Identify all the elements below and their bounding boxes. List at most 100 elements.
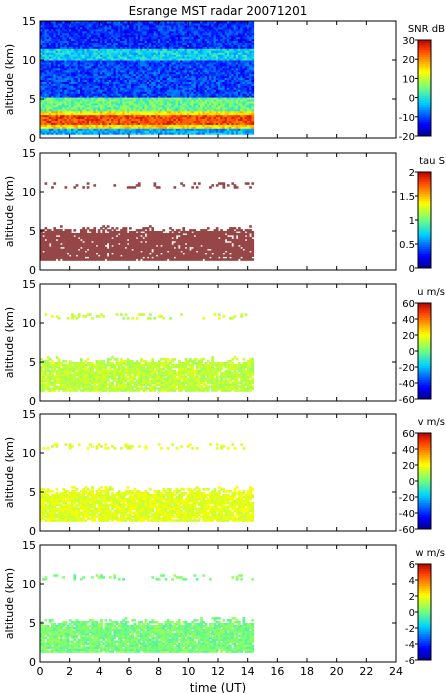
heatmap-cell xyxy=(109,112,112,116)
heatmap-cell xyxy=(135,104,139,108)
heatmap-cell xyxy=(229,81,232,84)
heatmap-cell xyxy=(142,126,146,129)
heatmap-cell xyxy=(117,44,121,47)
heatmap-cell xyxy=(146,116,150,119)
heatmap-cell xyxy=(135,108,139,112)
heatmap-cell xyxy=(222,106,226,110)
heatmap-cell xyxy=(106,101,110,104)
heatmap-cell xyxy=(42,126,45,129)
heatmap-cell xyxy=(191,99,194,102)
heatmap-cell xyxy=(222,24,226,28)
heatmap-cell xyxy=(200,83,203,86)
heatmap-cell xyxy=(133,42,137,45)
heatmap-cell xyxy=(149,85,152,88)
heatmap-cell xyxy=(124,52,128,55)
heatmap-cell xyxy=(175,50,179,53)
heatmap-cell xyxy=(44,97,48,100)
heatmap-cell xyxy=(135,122,139,125)
heatmap-cell xyxy=(48,23,52,26)
heatmap-cell xyxy=(204,69,208,73)
heatmap-cell xyxy=(226,83,230,86)
heatmap-cell xyxy=(77,91,81,94)
heatmap-cell xyxy=(55,128,59,131)
heatmap-cell xyxy=(166,48,170,51)
heatmap-cell xyxy=(97,63,101,67)
heatmap-cell xyxy=(140,48,143,51)
heatmap-cell xyxy=(220,114,223,118)
heatmap-cell xyxy=(140,44,143,47)
heatmap-cell xyxy=(213,128,217,131)
heatmap-cell xyxy=(224,24,228,28)
heatmap-cell xyxy=(178,91,181,94)
heatmap-cell xyxy=(42,116,45,119)
heatmap-cell xyxy=(48,93,52,96)
heatmap-cell xyxy=(198,81,201,84)
heatmap-cell xyxy=(77,36,81,40)
heatmap-cell xyxy=(198,54,201,57)
heatmap-cell xyxy=(189,58,192,61)
heatmap-cell xyxy=(71,48,74,51)
heatmap-cell xyxy=(211,130,214,133)
heatmap-cell xyxy=(68,34,72,38)
heatmap-cell xyxy=(109,89,112,92)
heatmap-cell xyxy=(86,99,90,102)
heatmap-cell xyxy=(46,24,50,28)
heatmap-cell xyxy=(229,54,232,57)
heatmap-cell xyxy=(224,77,228,80)
heatmap-cell xyxy=(42,71,45,75)
heatmap-cell xyxy=(171,48,174,51)
heatmap-cell xyxy=(82,85,85,88)
heatmap-cell xyxy=(218,48,221,51)
heatmap-cell xyxy=(171,93,174,96)
heatmap-cell xyxy=(126,124,130,127)
heatmap-cell xyxy=(140,77,143,80)
heatmap-cell xyxy=(126,95,130,98)
heatmap-cell xyxy=(55,23,59,26)
heatmap-cell xyxy=(51,126,54,129)
heatmap-cell xyxy=(100,77,103,80)
heatmap-cell xyxy=(142,50,146,53)
heatmap-cell xyxy=(44,60,48,63)
heatmap-cell xyxy=(209,52,212,55)
heatmap-cell xyxy=(140,67,143,71)
heatmap-cell xyxy=(226,44,230,47)
heatmap-cell xyxy=(133,67,137,71)
heatmap-cell xyxy=(211,23,214,26)
heatmap-cell xyxy=(182,118,186,121)
heatmap-cell xyxy=(73,130,77,133)
heatmap-cell xyxy=(60,89,63,92)
heatmap-cell xyxy=(229,93,232,96)
heatmap-cell xyxy=(75,73,79,77)
heatmap-cell xyxy=(40,110,43,114)
heatmap-cell xyxy=(66,56,70,59)
heatmap-cell xyxy=(213,110,217,114)
heatmap-cell xyxy=(97,24,101,28)
heatmap-cell xyxy=(104,48,108,51)
heatmap-cell xyxy=(151,67,154,71)
heatmap-cell xyxy=(51,116,54,119)
heatmap-cell xyxy=(206,132,210,135)
heatmap-cell xyxy=(51,83,54,86)
heatmap-cell xyxy=(155,126,159,129)
heatmap-cell xyxy=(44,63,48,67)
heatmap-cell xyxy=(104,81,108,84)
heatmap-cell xyxy=(68,89,72,92)
heatmap-cell xyxy=(184,108,188,112)
heatmap-cell xyxy=(178,30,181,34)
heatmap-cell xyxy=(109,97,112,100)
heatmap-cell xyxy=(215,62,219,65)
heatmap-cell xyxy=(109,104,112,108)
heatmap-cell xyxy=(93,126,97,129)
heatmap-cell xyxy=(106,120,110,123)
heatmap-cell xyxy=(151,52,154,55)
heatmap-cell xyxy=(160,23,163,26)
heatmap-cell xyxy=(77,118,81,121)
heatmap-cell xyxy=(195,56,199,59)
heatmap-cell xyxy=(198,106,201,110)
heatmap-cell xyxy=(97,46,101,49)
heatmap-cell xyxy=(120,112,123,116)
heatmap-cell xyxy=(60,130,63,133)
heatmap-cell xyxy=(113,62,117,65)
heatmap-cell xyxy=(191,112,194,116)
heatmap-cell xyxy=(126,48,130,51)
